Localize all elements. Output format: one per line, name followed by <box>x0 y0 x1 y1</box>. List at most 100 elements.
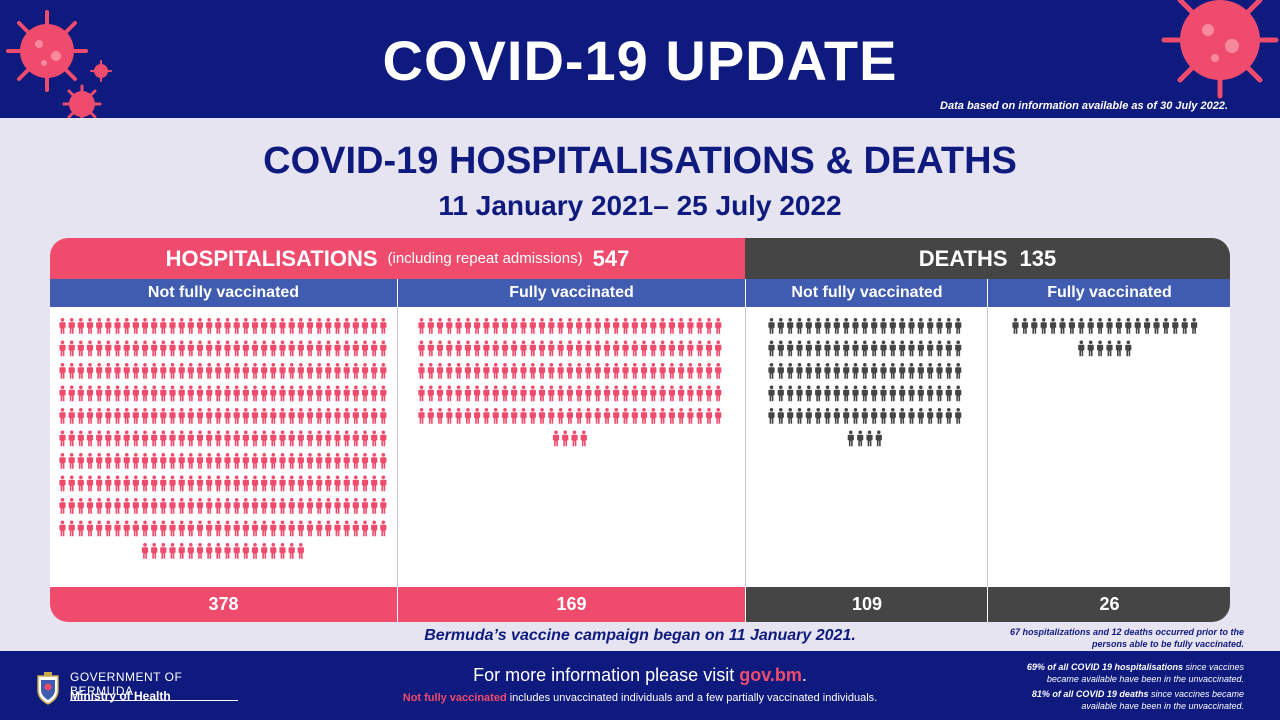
person-icon <box>945 318 952 334</box>
person-icon <box>361 475 369 492</box>
person-icon <box>880 408 887 424</box>
person-icon <box>334 318 341 334</box>
person-icon <box>96 430 103 447</box>
person-icon <box>77 408 84 424</box>
person-icon <box>371 363 378 379</box>
person-icon <box>325 430 332 447</box>
person-icon <box>343 520 350 537</box>
person-icon <box>418 385 425 402</box>
person-icon <box>233 475 240 492</box>
person-icon <box>96 318 103 334</box>
person-icon <box>334 340 341 357</box>
person-icon <box>899 385 906 402</box>
person-icon <box>297 340 304 357</box>
person-icon <box>86 363 94 379</box>
person-icon <box>297 543 304 559</box>
person-icon <box>316 520 323 537</box>
person-icon <box>59 520 66 537</box>
person-icon <box>640 318 648 334</box>
person-icon <box>105 318 112 334</box>
person-icon <box>715 318 722 334</box>
person-icon <box>687 385 694 402</box>
person-icon <box>796 318 803 334</box>
person-icon <box>251 385 259 402</box>
person-icon <box>96 408 103 424</box>
gov-bm-link[interactable]: gov.bm <box>739 665 802 685</box>
stat-deaths-bold: 81% of all COVID 19 deaths <box>1031 689 1149 699</box>
person-icon <box>436 408 444 424</box>
person-icon <box>446 385 453 402</box>
person-icon <box>833 318 840 334</box>
person-icon <box>233 363 240 379</box>
person-icon <box>603 385 611 402</box>
person-icon <box>297 385 304 402</box>
virus-icon <box>62 84 102 124</box>
person-icon <box>815 318 822 334</box>
person-icon <box>105 520 112 537</box>
person-icon <box>557 340 564 357</box>
deaths-not-fully-count: 109 <box>745 587 988 622</box>
person-icon <box>796 340 803 357</box>
person-icon <box>889 363 896 379</box>
person-icon <box>306 475 314 492</box>
person-icon <box>132 520 139 537</box>
person-icon <box>585 318 592 334</box>
person-icon <box>224 430 231 447</box>
person-icon <box>279 363 286 379</box>
person-icon <box>418 408 425 424</box>
person-icon <box>917 318 924 334</box>
person-icon <box>270 408 277 424</box>
person-icon <box>687 318 694 334</box>
person-icon <box>557 363 564 379</box>
person-icon <box>511 318 518 334</box>
person-icon <box>114 475 121 492</box>
person-icon <box>261 385 268 402</box>
person-icon <box>196 385 204 402</box>
person-icon <box>1012 318 1019 334</box>
person-icon <box>261 408 268 424</box>
person-icon <box>224 543 231 559</box>
person-icon <box>511 385 518 402</box>
person-icon <box>288 408 295 424</box>
person-icon <box>169 543 176 559</box>
person-icon <box>538 363 546 379</box>
person-icon <box>787 363 794 379</box>
deaths-not-fully-header: Not fully vaccinated <box>745 279 988 307</box>
person-icon <box>427 363 434 379</box>
person-icon <box>233 340 240 357</box>
person-icon <box>371 340 378 357</box>
header-bar <box>0 0 1280 118</box>
person-icon <box>852 363 859 379</box>
person-icon <box>59 340 66 357</box>
person-icon <box>178 453 185 469</box>
person-icon <box>805 385 812 402</box>
person-icon <box>594 340 601 357</box>
person-icon <box>815 385 822 402</box>
person-icon <box>464 363 471 379</box>
person-icon <box>889 340 896 357</box>
hosp-fully-count: 169 <box>397 587 745 622</box>
person-icon <box>352 385 359 402</box>
person-icon <box>871 408 878 424</box>
person-icon <box>297 520 304 537</box>
person-icon <box>678 340 685 357</box>
person-icon <box>843 385 850 402</box>
person-icon <box>178 363 185 379</box>
date-range: 11 January 2021– 25 July 2022 <box>438 190 842 221</box>
definition-highlight: Not fully vaccinated <box>402 692 507 704</box>
person-icon <box>132 340 139 357</box>
person-icon <box>917 363 924 379</box>
person-icon <box>501 363 509 379</box>
person-icon <box>196 318 204 334</box>
person-icon <box>1021 318 1028 334</box>
person-icon <box>833 385 840 402</box>
person-icon <box>436 363 444 379</box>
person-icon <box>77 453 84 469</box>
person-icon <box>622 408 629 424</box>
person-icon <box>418 363 425 379</box>
person-icon <box>380 498 387 514</box>
person-icon <box>678 363 685 379</box>
person-icon <box>501 408 509 424</box>
person-icon <box>1115 340 1122 357</box>
person-icon <box>215 453 222 469</box>
